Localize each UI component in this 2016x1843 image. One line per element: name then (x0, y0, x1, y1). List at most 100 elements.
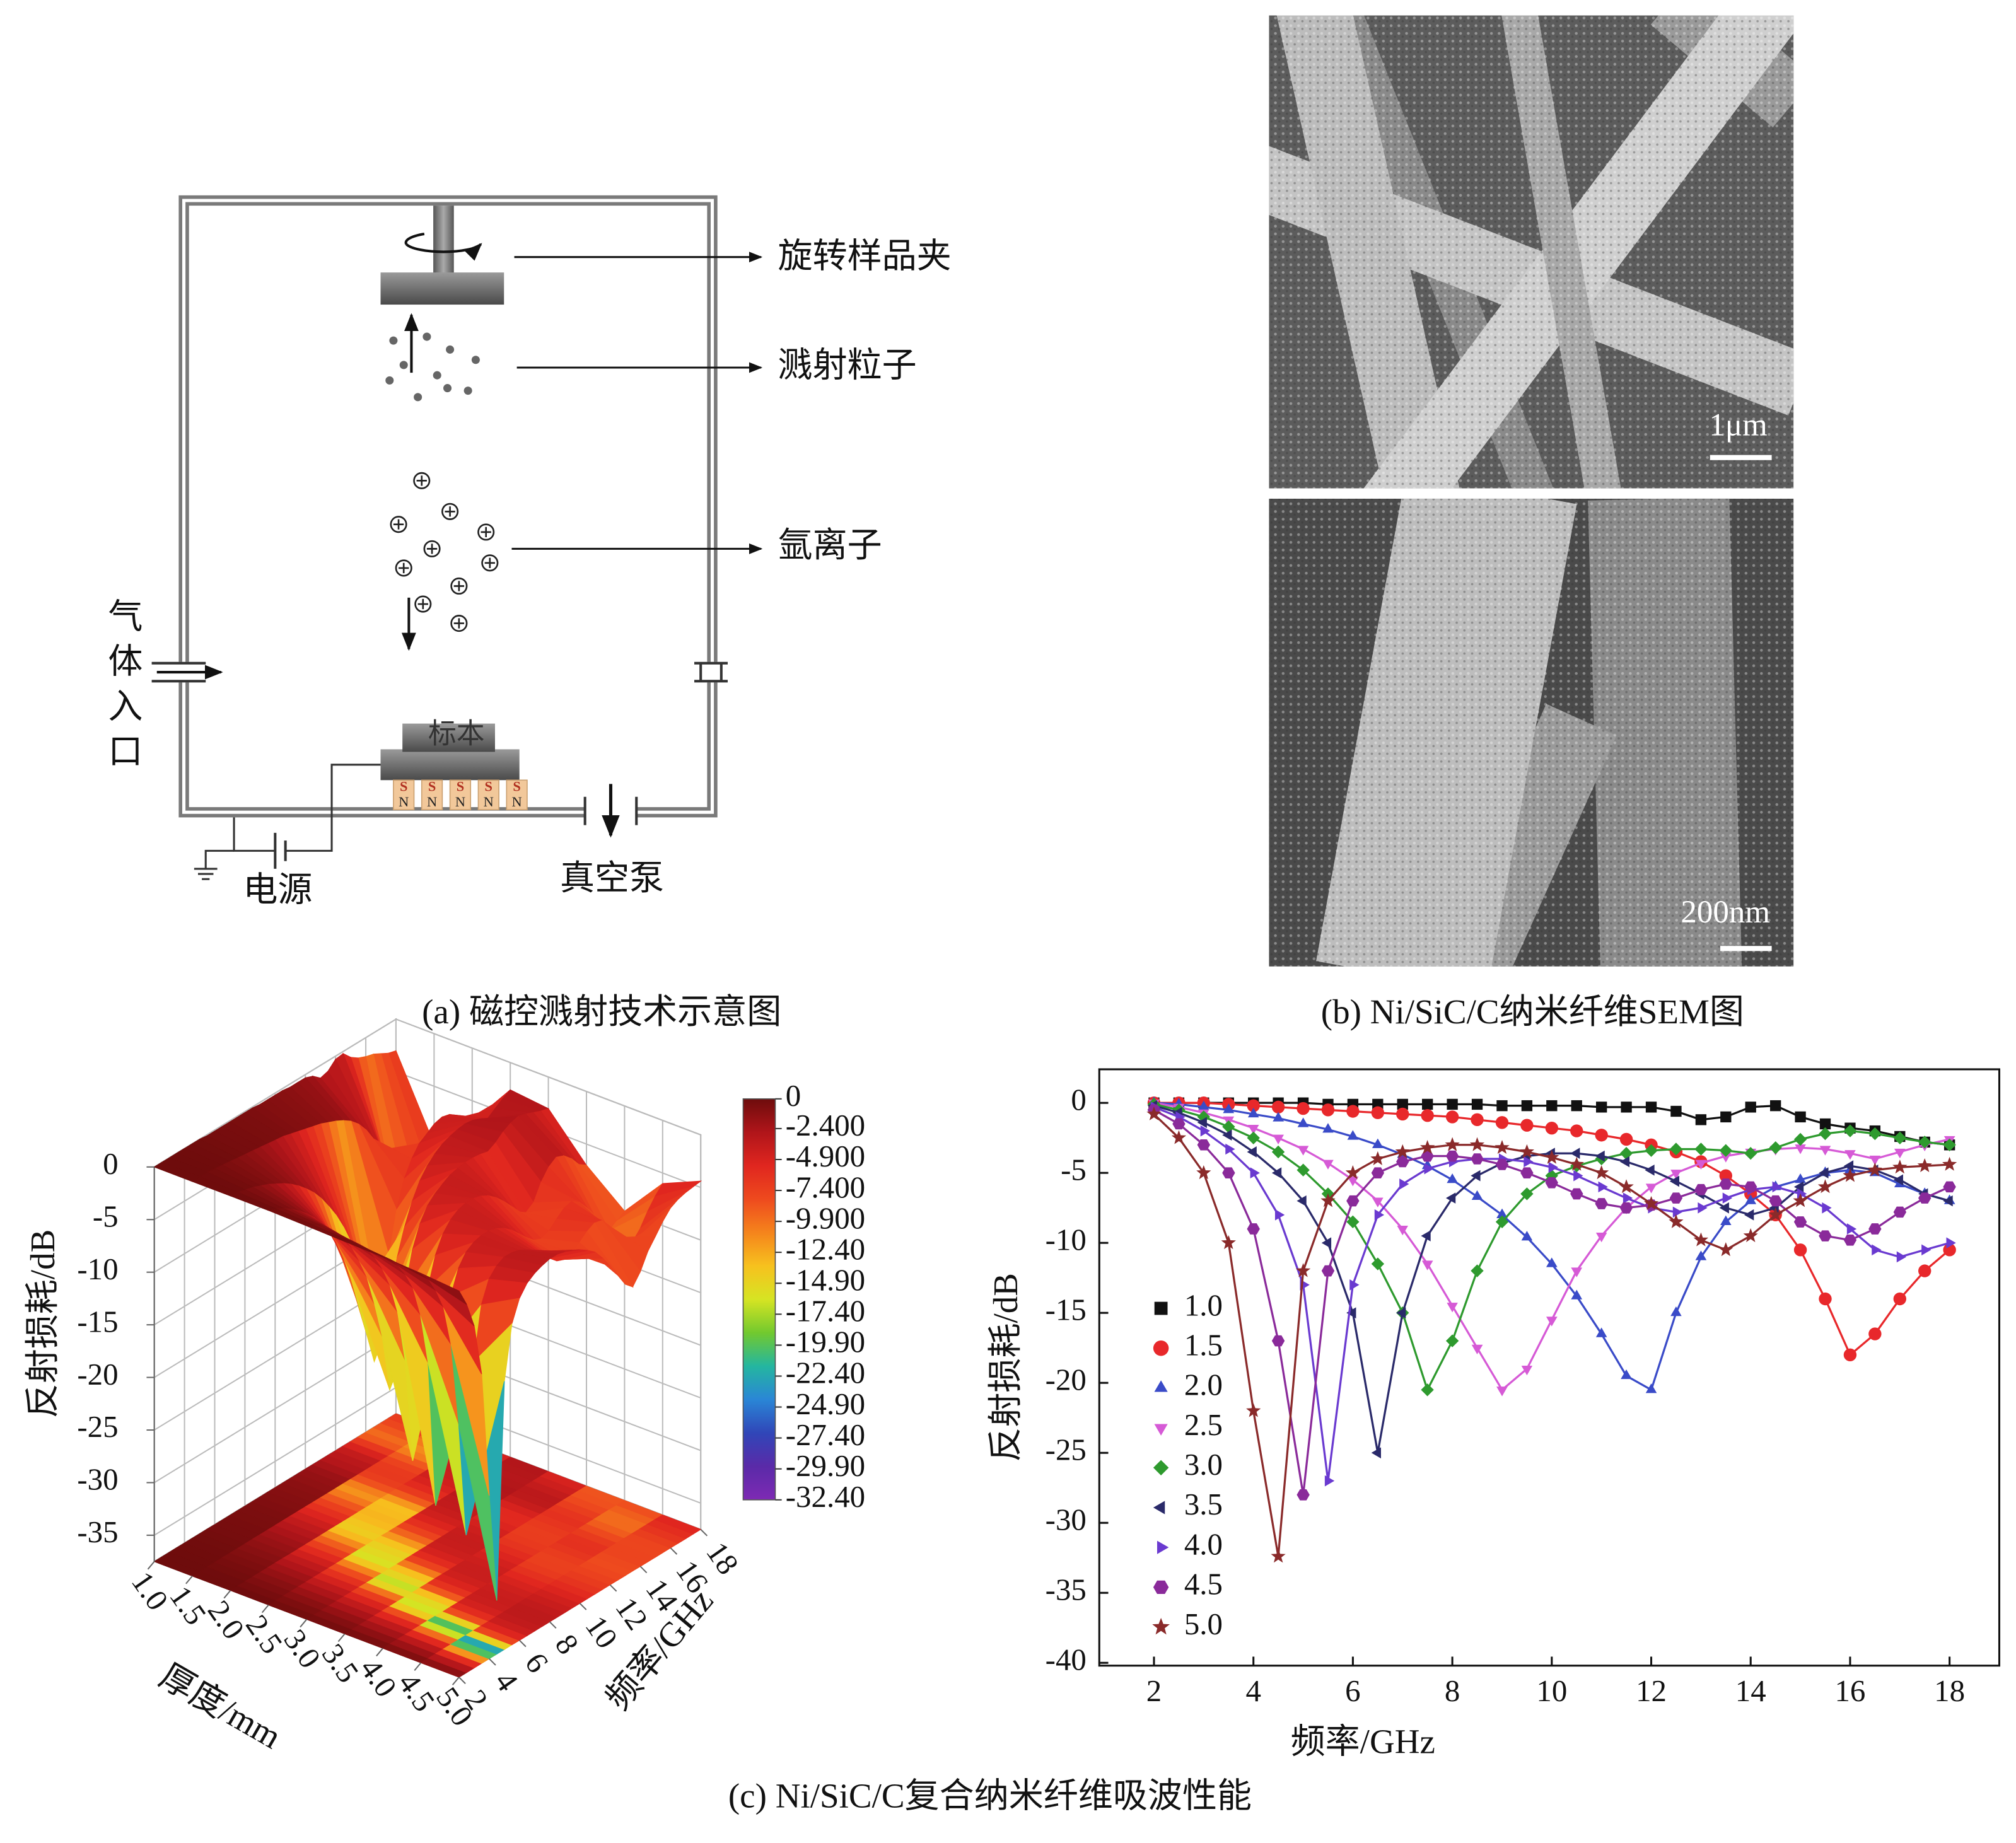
marker (1918, 1192, 1932, 1204)
colorbar-tick-label: -19.90 (786, 1325, 865, 1359)
marker (1795, 1173, 1806, 1183)
marker (1570, 1148, 1580, 1159)
marker (1271, 1100, 1285, 1114)
colorbar-tick-label: -32.40 (786, 1479, 865, 1514)
marker (1271, 1145, 1285, 1159)
x-tick (300, 1619, 308, 1628)
particles (385, 332, 480, 402)
particle (433, 371, 441, 380)
marker (1694, 1142, 1708, 1156)
marker (1623, 1192, 1633, 1204)
marker (1843, 1348, 1857, 1362)
caption-c: (c) Ni/SiC/C复合纳米纤维吸波性能 (728, 1776, 1252, 1815)
marker (1693, 1232, 1709, 1247)
ion-sign (426, 544, 438, 554)
marker (1447, 1303, 1458, 1313)
marker (1172, 1118, 1186, 1130)
pole-label: S (400, 779, 407, 794)
marker (1371, 1106, 1385, 1119)
marker (1595, 1327, 1607, 1337)
marker (1822, 1202, 1832, 1214)
ion-sign (481, 526, 491, 538)
marker (1520, 1187, 1534, 1201)
marker (1349, 1279, 1360, 1291)
marker (1321, 1265, 1335, 1277)
marker (1321, 1103, 1335, 1117)
marker (1198, 1100, 1209, 1110)
pole-label: S (428, 779, 436, 794)
magnet (477, 779, 499, 810)
marker (1645, 1164, 1655, 1176)
surface-chart: 0-5-10-15-20-25-30-351.01.52.02.53.03.54… (23, 1018, 865, 1756)
marker (1469, 1137, 1485, 1151)
marker (1396, 1107, 1409, 1121)
marker (1669, 1175, 1680, 1187)
grid-line (154, 1334, 397, 1484)
z-tick-label: -30 (77, 1462, 118, 1497)
marker (1471, 1153, 1484, 1165)
y-tick-label: -10 (1046, 1222, 1087, 1257)
marker (1496, 1208, 1508, 1218)
y-tick (458, 1677, 466, 1684)
legend-marker (1154, 1424, 1168, 1436)
pole-label: N (455, 794, 465, 810)
x-tick (337, 1633, 346, 1642)
y-tick-label: 6 (518, 1646, 556, 1679)
y-tick-label: -15 (1046, 1292, 1087, 1327)
marker (1819, 1118, 1831, 1130)
x-tick (185, 1575, 193, 1584)
marker (1345, 1165, 1360, 1180)
particle (422, 332, 431, 341)
ion-sign (453, 618, 465, 629)
marker (1695, 1250, 1707, 1260)
marker (1346, 1307, 1356, 1319)
x-tick-label: 8 (1445, 1673, 1460, 1708)
marker (1222, 1129, 1232, 1141)
legend-marker (1153, 1501, 1165, 1515)
scale-label: 1μm (1709, 407, 1767, 443)
marker (1171, 1130, 1187, 1144)
marker (1520, 1119, 1534, 1132)
marker (1943, 1181, 1956, 1193)
particle (446, 345, 455, 354)
marker (1670, 1170, 1682, 1180)
marker (1471, 1098, 1483, 1110)
y-tick-label: -25 (1046, 1432, 1087, 1467)
legend-label: 4.0 (1184, 1526, 1223, 1561)
ions-label: 氩离子 (778, 526, 882, 564)
colorbar-tick-label: -2.400 (786, 1108, 865, 1142)
marker (1545, 1121, 1559, 1135)
x-tick-label: 10 (1536, 1673, 1567, 1708)
marker (1570, 1124, 1583, 1137)
marker (1769, 1100, 1781, 1112)
marker (1496, 1100, 1508, 1112)
ion-sign (417, 598, 428, 610)
marker (1247, 1107, 1259, 1118)
marker (1744, 1147, 1757, 1160)
marker (1619, 1156, 1630, 1168)
particle (389, 336, 398, 345)
marker (1942, 1156, 1957, 1171)
x-tick-label: 4.5 (392, 1666, 442, 1718)
wire (233, 817, 276, 852)
x-tick-label: 4.0 (353, 1652, 404, 1704)
marker (1545, 1177, 1558, 1189)
particles-label: 溅射粒子 (778, 346, 917, 385)
marker (1943, 1138, 1956, 1151)
marker (1271, 1335, 1285, 1347)
marker (1495, 1158, 1509, 1170)
marker (1868, 1223, 1882, 1235)
legend-label: 4.5 (1184, 1567, 1223, 1602)
marker (1843, 1168, 1858, 1182)
marker (1544, 1149, 1559, 1164)
y-tick-label: -30 (1046, 1502, 1087, 1537)
marker (1718, 1242, 1733, 1257)
marker (1521, 1100, 1533, 1112)
colorbar-tick-label: -22.40 (786, 1356, 865, 1390)
y-tick (489, 1658, 496, 1666)
x-tick-label: 12 (1636, 1673, 1667, 1708)
marker (1496, 1387, 1508, 1397)
marker (1247, 1223, 1260, 1235)
marker (1422, 1098, 1433, 1110)
